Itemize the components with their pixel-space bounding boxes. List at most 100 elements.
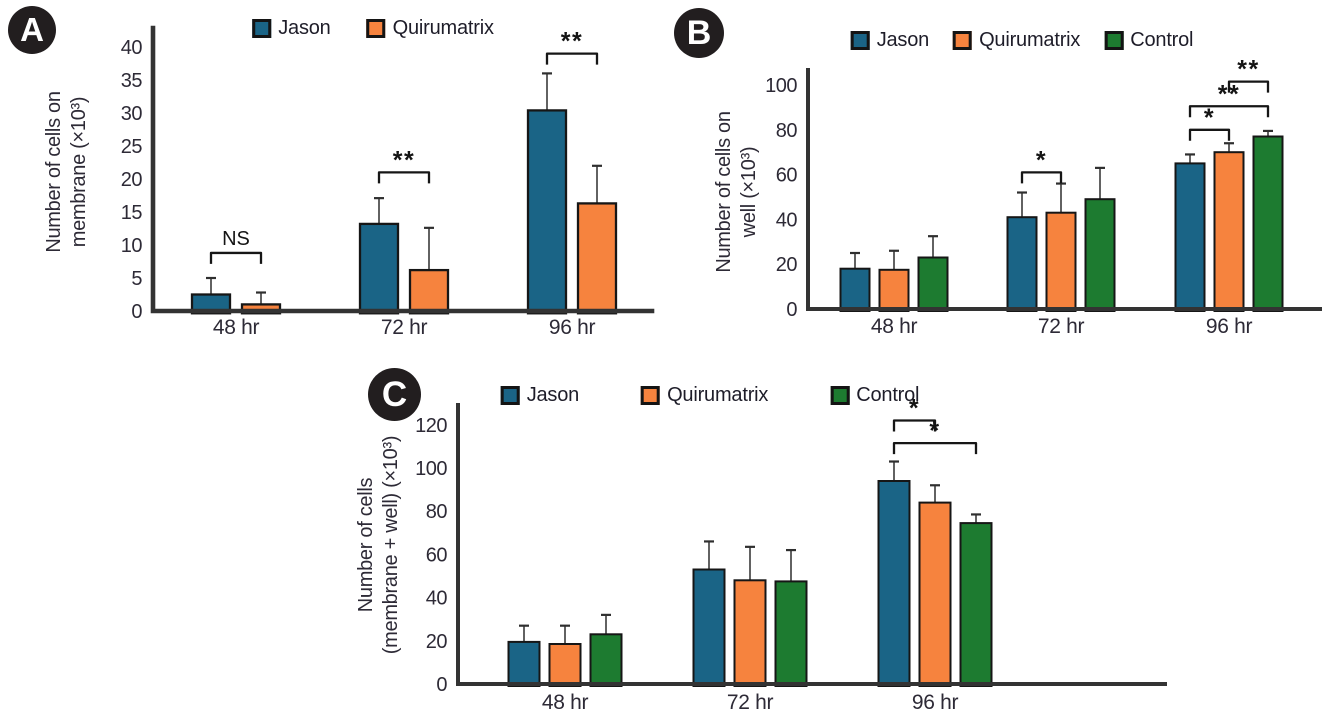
bar-A-quirumatrix-96-hr: [576, 202, 618, 315]
bar-C-control-48-hr: [589, 633, 623, 687]
legend-item-control: Control: [830, 384, 920, 407]
xtick-A-96-hr: 96 hr: [549, 316, 596, 339]
ytick-A-20: 20: [121, 169, 143, 191]
panel-a-ylabel-line2: membrane (×10³): [68, 97, 90, 248]
panel-c-plot-area: 0 20 40 60 80 100 120 48 hr 72 hr 96 hr * *: [415, 394, 1167, 714]
ytick-C-40: 40: [426, 588, 448, 610]
bar-C-control-72-hr: [774, 580, 808, 687]
legend-label-quirumatrix: Quirumatrix: [667, 384, 769, 406]
ytick-C-60: 60: [426, 544, 448, 566]
ytick-C-20: 20: [426, 631, 448, 653]
bar-C-jason-72-hr: [692, 568, 726, 687]
panel-a-ylabel-line1: Number of cells on: [43, 91, 65, 252]
ytick-B-100: 100: [765, 75, 797, 97]
legend-label-jason: Jason: [526, 384, 580, 406]
ytick-C-80: 80: [426, 501, 448, 523]
ytick-C-120: 120: [415, 415, 447, 437]
bar-C-quirumatrix-72-hr: [733, 579, 767, 687]
panel-c: C Jason Quirumatrix Control Number of cell…: [0, 345, 1325, 714]
sig-label-A-0: NS: [222, 228, 250, 250]
sig-label-C-0: *: [909, 394, 920, 422]
panel-b-ylabel-line2: well (×10³): [738, 147, 760, 239]
bar-A-jason-96-hr: [526, 109, 568, 315]
xtick-B-72-hr: 72 hr: [1038, 315, 1085, 338]
sig-label-B-0: *: [1036, 146, 1047, 174]
panel-a: A Jason Quirumatrix Number of cells on me…: [0, 0, 660, 345]
bar-C-quirumatrix-48-hr: [548, 643, 582, 687]
bar-A-jason-72-hr: [358, 222, 400, 315]
axes-A: [150, 25, 655, 314]
legend-label-jason: Jason: [278, 17, 331, 39]
bar-B-jason-72-hr: [1006, 216, 1038, 312]
bar-C-control-96-hr: [959, 522, 993, 687]
xtick-A-48-hr: 48 hr: [213, 316, 260, 339]
sig-label-B-2: **: [1218, 80, 1240, 108]
axes-B: [806, 68, 1322, 311]
legend-swatch-jason: [850, 31, 870, 50]
bar-C-jason-96-hr: [877, 480, 911, 687]
bar-B-control-48-hr: [917, 256, 949, 312]
legend-swatch-control: [1104, 31, 1124, 50]
legend-swatch-quirumatrix: [366, 19, 386, 38]
sig-label-B-3: **: [1237, 56, 1259, 84]
ytick-A-0: 0: [131, 301, 142, 323]
bar-B-control-72-hr: [1084, 198, 1116, 312]
legend-item-jason: Jason: [850, 29, 930, 52]
bar-B-control-96-hr: [1252, 135, 1284, 312]
legend-label-control: Control: [1130, 29, 1194, 51]
panel-c-ylabel-line2: (membrane + well) (×10³): [380, 436, 402, 654]
legend-swatch-jason: [500, 386, 520, 405]
legend-swatch-quirumatrix: [953, 31, 973, 50]
panel-a-plot-area: 0 5 10 15 20 25 30 35 40 48 hr 72 hr 96 hr NS ** **: [121, 25, 655, 339]
bar-B-jason-96-hr: [1174, 162, 1206, 312]
ytick-A-40: 40: [121, 37, 143, 59]
sig-bracket-B-1: [1188, 128, 1231, 141]
sig-bracket-A-2: [545, 52, 599, 65]
panel-b-badge: B: [674, 8, 724, 58]
ytick-A-10: 10: [121, 235, 143, 257]
legend-swatch-jason: [252, 19, 272, 38]
legend-label-control: Control: [856, 384, 920, 406]
sig-label-B-1: *: [1204, 104, 1215, 132]
sig-label-C-1: *: [929, 417, 940, 445]
ytick-A-15: 15: [121, 202, 143, 224]
panel-b-chart: Number of cells on well (×10³) 0 20 40 60 80…: [713, 56, 1322, 338]
bar-B-quirumatrix-48-hr: [878, 268, 910, 312]
sig-bracket-B-2: [1188, 105, 1270, 118]
legend-item-jason: Jason: [500, 384, 580, 407]
ytick-B-60: 60: [776, 165, 798, 187]
bar-C-jason-48-hr: [507, 640, 541, 687]
bar-B-quirumatrix-72-hr: [1045, 211, 1077, 312]
xtick-C-72-hr: 72 hr: [727, 691, 774, 714]
panel-b-ylabel-line1: Number of cells on: [713, 111, 735, 272]
xtick-C-96-hr: 96 hr: [912, 691, 959, 714]
legend-swatch-control: [830, 386, 850, 405]
ytick-C-0: 0: [436, 674, 447, 696]
ytick-B-40: 40: [776, 209, 798, 231]
panel-a-legend: Jason Quirumatrix: [252, 17, 494, 40]
sig-bracket-C-1: [892, 442, 978, 455]
sig-bracket-A-1: [377, 171, 431, 184]
ytick-A-30: 30: [121, 103, 143, 125]
sig-bracket-A-0: [209, 251, 263, 264]
sig-bracket-B-0: [1020, 171, 1063, 184]
xtick-B-96-hr: 96 hr: [1206, 315, 1253, 338]
panel-c-chart: Number of cells (membrane + well) (×10³)…: [355, 394, 1167, 714]
legend-label-quirumatrix: Quirumatrix: [979, 29, 1081, 51]
axes-C: [456, 403, 1167, 686]
ytick-B-20: 20: [776, 254, 798, 276]
ytick-A-35: 35: [121, 70, 143, 92]
panel-a-badge: A: [8, 6, 56, 54]
legend-swatch-quirumatrix: [641, 386, 661, 405]
ytick-B-0: 0: [786, 299, 797, 321]
legend-item-quirumatrix: Quirumatrix: [366, 17, 494, 40]
bar-B-jason-48-hr: [839, 267, 871, 313]
bar-C-quirumatrix-96-hr: [918, 501, 952, 687]
ytick-B-80: 80: [776, 120, 798, 142]
bar-B-quirumatrix-96-hr: [1213, 151, 1245, 312]
legend-label-quirumatrix: Quirumatrix: [392, 17, 494, 39]
legend-item-jason: Jason: [252, 17, 331, 40]
legend-label-jason: Jason: [876, 29, 930, 51]
legend-item-quirumatrix: Quirumatrix: [953, 29, 1080, 52]
bar-A-quirumatrix-72-hr: [408, 268, 450, 315]
